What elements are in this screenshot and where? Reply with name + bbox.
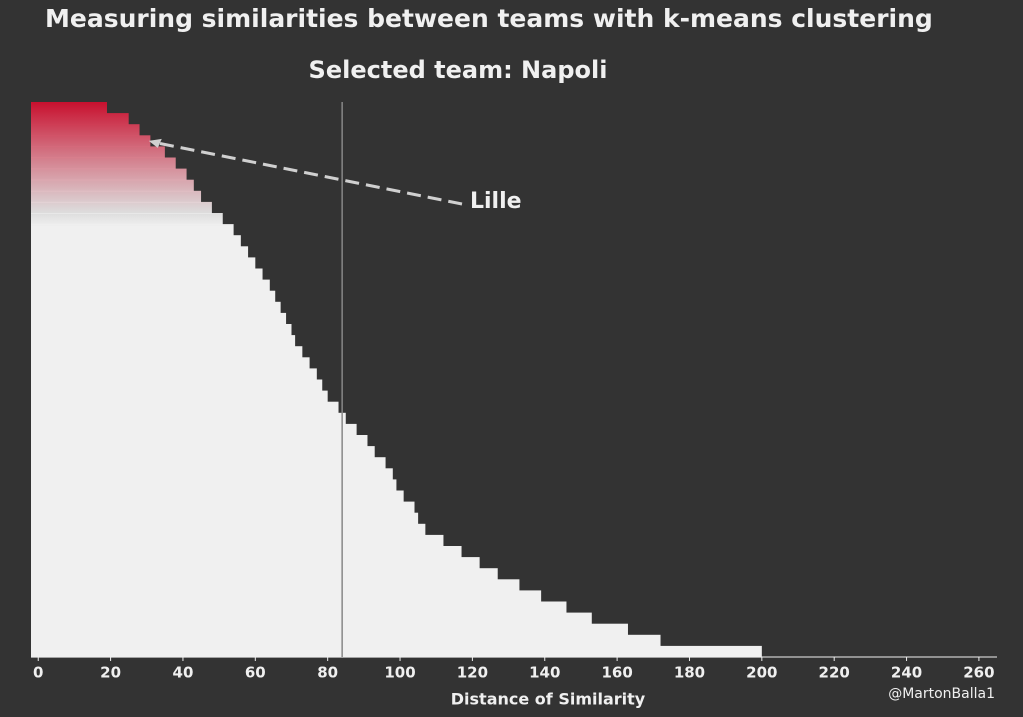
bar (31, 379, 323, 392)
x-tick-label: 260 (963, 664, 994, 682)
bar (31, 623, 628, 636)
bar (31, 168, 187, 181)
x-tick-label: 240 (891, 664, 922, 682)
bar (31, 534, 444, 547)
x-axis-label: Distance of Similarity (451, 690, 646, 709)
bar (31, 468, 393, 480)
average-label: Average (346, 639, 411, 655)
bar (31, 190, 202, 203)
arrow-head (148, 138, 162, 148)
bar (31, 457, 386, 469)
bar (31, 346, 303, 358)
bar (31, 235, 241, 247)
bar (31, 146, 165, 159)
x-tick-label: 180 (674, 664, 705, 682)
bar (31, 412, 346, 425)
bar (31, 446, 375, 458)
bar (31, 523, 426, 536)
bar (31, 124, 140, 136)
annotation-label: Lille (470, 189, 522, 214)
bar (31, 390, 328, 403)
x-tick-label: 40 (173, 664, 194, 682)
bar (31, 579, 520, 591)
bar (31, 557, 480, 569)
bar (31, 645, 762, 658)
bar (31, 290, 276, 303)
bar (31, 279, 270, 292)
bar (31, 634, 661, 647)
x-tick-label: 220 (819, 664, 850, 682)
x-tick-label: 120 (457, 664, 488, 682)
bar (31, 135, 151, 147)
credit: @MartonBalla1 (888, 686, 995, 702)
bar (31, 268, 263, 281)
bar (31, 357, 310, 369)
bar (31, 401, 339, 414)
bar (31, 601, 567, 614)
x-tick-label: 160 (601, 664, 632, 682)
bar (31, 301, 281, 314)
bar (31, 435, 368, 447)
bar (31, 201, 212, 214)
bar (31, 335, 296, 347)
bar (31, 246, 249, 258)
bar (31, 157, 176, 170)
bar (31, 490, 404, 503)
x-tick-label: 20 (100, 664, 121, 682)
annotation-arrow (156, 141, 463, 206)
chart-subtitle: Selected team: Napoli (309, 56, 608, 84)
bar (31, 568, 498, 580)
x-tick-label: 100 (384, 664, 415, 682)
bar (31, 179, 194, 192)
bar (31, 102, 107, 114)
bar (31, 501, 415, 514)
bar (31, 324, 292, 336)
x-tick-label: 60 (245, 664, 266, 682)
bar (31, 113, 129, 125)
x-tick-label: 140 (529, 664, 560, 682)
bar (31, 213, 223, 225)
bar (31, 546, 462, 558)
chart-title: Measuring similarities between teams wit… (45, 4, 933, 33)
bar (31, 224, 234, 236)
bar (31, 312, 287, 325)
x-tick-label: 0 (33, 664, 43, 682)
bar (31, 368, 317, 381)
x-tick-label: 80 (317, 664, 338, 682)
x-tick-label: 200 (746, 664, 777, 682)
bar (31, 257, 256, 270)
bar (31, 479, 397, 492)
bar (31, 612, 592, 625)
bar (31, 512, 419, 525)
bar (31, 590, 542, 603)
bar (31, 423, 357, 436)
